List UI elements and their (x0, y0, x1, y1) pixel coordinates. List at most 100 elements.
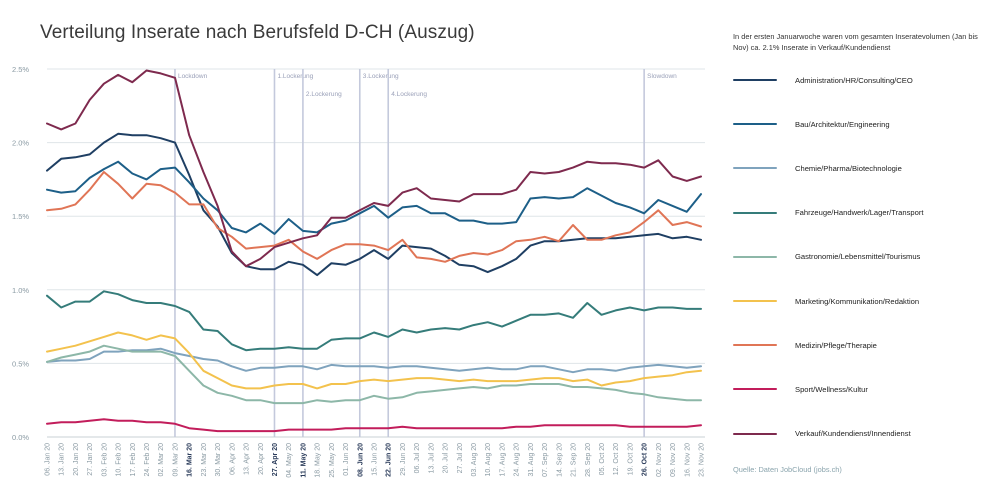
legend-item: Bau/Architektur/Engineering (733, 118, 890, 130)
x-tick-label: 10. Feb 20 (116, 443, 123, 477)
x-tick-label: 13. Apr 20 (244, 443, 251, 475)
x-tick-label: 18. May 20 (315, 443, 322, 478)
series-line (46, 171, 702, 263)
legend-swatch (733, 123, 777, 126)
x-tick-label: 03. Aug 20 (471, 443, 478, 477)
chart-title: Verteilung Inserate nach Berufsfeld D-CH… (40, 22, 475, 43)
x-tick-label: 09. Mar 20 (172, 443, 179, 477)
x-tick-label: 06. Jul 20 (414, 443, 421, 473)
legend-item: Fahrzeuge/Handwerk/Lager/Transport (733, 207, 923, 219)
y-tick-label: 2.5% (12, 65, 29, 74)
x-tick-label: 27. Jul 20 (457, 443, 464, 473)
series-line (46, 290, 702, 352)
y-tick-label: 0.0% (12, 433, 29, 442)
legend-label: Sport/Wellness/Kultur (795, 384, 868, 394)
event-label: 1.Lockerung (277, 73, 313, 80)
legend-swatch (733, 167, 777, 170)
event-label: 3.Lockerung (363, 73, 399, 80)
x-tick-label: 12. Oct 20 (613, 443, 620, 475)
x-tick-label: 13. Jan 20 (59, 443, 66, 476)
series-line (46, 69, 702, 268)
x-tick-label: 22. Jun 20 (386, 443, 393, 477)
x-tick-label: 04. May 20 (286, 443, 293, 478)
y-tick-label: 1.5% (12, 212, 29, 221)
x-tick-label: 30. Mar 20 (215, 443, 222, 477)
legend-label: Marketing/Kommunikation/Redaktion (795, 296, 920, 306)
legend-label: Verkauf/Kundendienst/Innendienst (795, 429, 911, 439)
x-tick-label: 17. Feb 20 (130, 443, 137, 477)
event-label: 4.Lockerung (391, 91, 427, 98)
y-tick-label: 0.5% (12, 359, 29, 368)
x-tick-label: 28. Sep 20 (585, 443, 592, 477)
legend-label: Bau/Architektur/Engineering (795, 119, 890, 129)
event-label: Slowdown (647, 73, 677, 80)
legend-swatch (733, 344, 777, 347)
legend-swatch (733, 255, 777, 258)
legend-label: Fahrzeuge/Handwerk/Lager/Transport (795, 208, 924, 218)
legend-item: Medizin/Pflege/Therapie (733, 339, 877, 351)
x-tick-label: 24. Aug 20 (514, 443, 521, 477)
legend-label: Chemie/Pharma/Biotechnologie (795, 163, 902, 173)
x-tick-label: 25. May 20 (329, 443, 336, 478)
x-tick-label: 05. Oct 20 (599, 443, 606, 475)
x-tick-label: 09. Nov 20 (670, 443, 677, 477)
x-tick-label: 06. Apr 20 (229, 443, 236, 475)
series-line (46, 160, 702, 235)
x-tick-label: 19. Oct 20 (627, 443, 634, 475)
x-tick-label: 20. Jul 20 (443, 443, 450, 473)
x-tick-label: 20. Apr 20 (258, 443, 265, 475)
legend-label: Administration/HR/Consulting/CEO (795, 75, 913, 85)
legend-swatch (733, 300, 777, 302)
x-tick-label: 13. Jul 20 (428, 443, 435, 473)
x-tick-label: 26. Oct 20 (642, 443, 649, 476)
event-label: 2.Lockerung (306, 91, 342, 98)
legend-label: Medizin/Pflege/Therapie (795, 340, 877, 350)
x-tick-label: 20. Jan 20 (73, 443, 80, 476)
x-tick-label: 27. Jan 20 (87, 443, 94, 476)
x-tick-label: 31. Aug 20 (528, 443, 535, 477)
legend-item: Chemie/Pharma/Biotechnologie (733, 162, 902, 174)
legend-swatch (733, 388, 777, 391)
legend-swatch (733, 79, 777, 81)
x-tick-label: 11. May 20 (300, 443, 307, 478)
event-label: Lockdown (178, 73, 208, 80)
x-tick-label: 10. Aug 20 (485, 443, 492, 477)
x-tick-label: 27. Apr 20 (272, 443, 279, 476)
x-tick-label: 21. Sep 20 (571, 443, 578, 477)
legend-label: Gastronomie/Lebensmittel/Tourismus (795, 252, 921, 262)
x-tick-label: 06. Jan 20 (45, 443, 52, 476)
series-line (46, 347, 702, 374)
x-tick-label: 24. Feb 20 (144, 443, 151, 477)
x-tick-label: 16. Nov 20 (684, 443, 691, 477)
legend-item: Marketing/Kommunikation/Redaktion (733, 295, 919, 307)
series-line (46, 418, 702, 433)
legend-item: Gastronomie/Lebensmittel/Tourismus (733, 251, 920, 263)
x-tick-label: 14. Sep 20 (556, 443, 563, 477)
x-tick-label: 01. Jun 20 (343, 443, 350, 476)
series-line (46, 132, 702, 277)
x-tick-label: 07. Sep 20 (542, 443, 549, 477)
series-line (46, 344, 702, 405)
y-tick-label: 1.0% (12, 286, 29, 295)
x-tick-label: 16. Mar 20 (187, 443, 194, 477)
legend-item: Administration/HR/Consulting/CEO (733, 74, 913, 86)
legend-item: Sport/Wellness/Kultur (733, 383, 868, 395)
x-tick-label: 02. Nov 20 (656, 443, 663, 477)
x-tick-label: 17. Aug 20 (499, 443, 506, 477)
x-tick-label: 03. Feb 20 (101, 443, 108, 477)
x-tick-label: 02. Mar 20 (158, 443, 165, 477)
series-line (46, 331, 702, 390)
legend-item: Verkauf/Kundendienst/Innendienst (733, 428, 911, 440)
x-tick-label: 23. Mar 20 (201, 443, 208, 477)
source-note: Quelle: Daten JobCloud (jobs.ch) (733, 465, 842, 474)
line-chart: 0.0% 0.5% 1.0% 1.5% 2.0% 2.5% Lockdown 1.Locker… (12, 65, 706, 478)
annotation-note: In der ersten Januarwoche waren vom gesa… (733, 32, 978, 52)
legend-swatch (733, 211, 777, 214)
legend-swatch (733, 432, 777, 435)
y-tick-label: 2.0% (12, 139, 29, 148)
x-tick-label: 15. Jun 20 (372, 443, 379, 476)
x-tick-label: 29. Jun 20 (400, 443, 407, 476)
x-tick-label: 08. Jun 20 (357, 443, 364, 477)
x-tick-label: 23. Nov 20 (699, 443, 706, 477)
chart-legend: Administration/HR/Consulting/CEO Bau/Arch… (733, 0, 993, 500)
